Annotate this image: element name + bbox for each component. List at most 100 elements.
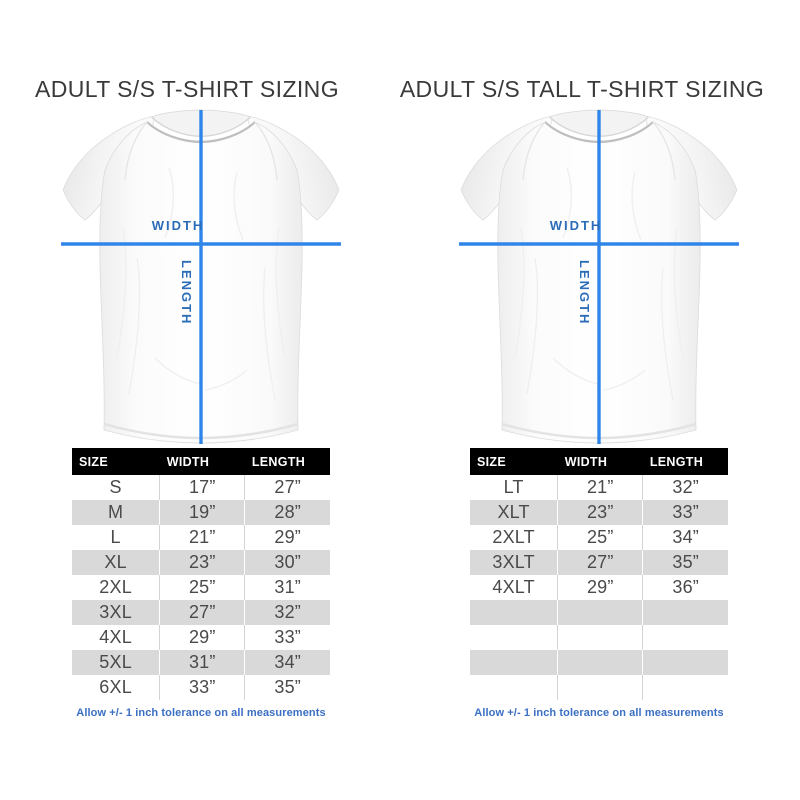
table-row: LT 21” 32” [470,475,728,500]
tshirt-diagram-adult-ss-tall: WIDTH LENGTH [449,108,749,448]
cell-size [470,675,559,700]
table-row: 3XL 27” 32” [72,600,330,625]
size-table-container-adult-ss: SIZE WIDTH LENGTH S 17” 27” M 19” 28” [72,448,330,719]
column-header-size: SIZE [72,448,160,475]
cell-size: 3XLT [470,550,559,575]
column-header-width: WIDTH [557,448,643,475]
table-row: M 19” 28” [72,500,330,525]
cell-length [642,675,728,700]
size-table-container-adult-ss-tall: SIZE WIDTH LENGTH LT 21” 32” XLT 23” 33” [470,448,728,719]
cell-width: 19” [159,500,246,525]
tolerance-note: Allow +/- 1 inch tolerance on all measur… [474,707,724,719]
size-table-adult-ss: SIZE WIDTH LENGTH S 17” 27” M 19” 28” [72,448,330,700]
cell-length: 28” [244,500,330,525]
cell-width: 29” [159,625,246,650]
table-row-empty [470,600,728,625]
width-label: WIDTH [151,218,205,233]
cell-size: 5XL [72,650,161,675]
cell-length [642,600,728,625]
cell-size [470,625,559,650]
cell-size [470,650,559,675]
length-label: LENGTH [577,260,592,326]
cell-size: S [72,475,161,500]
cell-width: 23” [159,550,246,575]
cell-width [557,675,644,700]
cell-width: 31” [159,650,246,675]
cell-width [557,650,644,675]
column-header-width: WIDTH [159,448,245,475]
cell-width: 27” [557,550,644,575]
cell-size [470,600,559,625]
table-body: S 17” 27” M 19” 28” L 21” 29” [72,475,330,700]
table-body: LT 21” 32” XLT 23” 33” 2XLT 25” 34” [470,475,728,700]
cell-size: 2XL [72,575,161,600]
tshirt-illustration [61,109,341,444]
table-row-empty [470,625,728,650]
cell-size: 4XL [72,625,161,650]
table-row: 2XL 25” 31” [72,575,330,600]
cell-size: XL [72,550,161,575]
cell-width [557,600,644,625]
cell-length: 32” [642,475,728,500]
cell-size: 2XLT [470,525,559,550]
column-header-size: SIZE [470,448,558,475]
size-table-adult-ss-tall: SIZE WIDTH LENGTH LT 21” 32” XLT 23” 33” [470,448,728,700]
table-row: 3XLT 27” 35” [470,550,728,575]
cell-size: 3XL [72,600,161,625]
cell-length [642,650,728,675]
tshirt-illustration [459,109,739,444]
cell-width: 21” [159,525,246,550]
cell-size: M [72,500,161,525]
tshirt-diagram-adult-ss: WIDTH LENGTH [51,108,351,448]
chart-title-adult-ss: ADULT S/S T-SHIRT SIZING [35,76,339,102]
cell-size: XLT [470,500,559,525]
cell-width: 17” [159,475,246,500]
cell-size: 6XL [72,675,161,700]
cell-size: L [72,525,161,550]
table-row-empty [470,675,728,700]
cell-length: 35” [244,675,330,700]
cell-width [557,625,644,650]
cell-length: 34” [244,650,330,675]
cell-length: 33” [244,625,330,650]
cell-size: 4XLT [470,575,559,600]
width-label: WIDTH [549,218,603,233]
cell-width: 29” [557,575,644,600]
table-row: 4XL 29” 33” [72,625,330,650]
table-row: L 21” 29” [72,525,330,550]
table-row: S 17” 27” [72,475,330,500]
cell-width: 25” [159,575,246,600]
panel-adult-ss: WIDTH LENGTH SIZE WIDTH LENGTH S 17” [6,108,396,758]
column-header-length: LENGTH [244,448,330,475]
panel-adult-ss-tall: WIDTH LENGTH SIZE WIDTH LENGTH LT 21” [404,108,794,758]
chart-title-adult-ss-tall: ADULT S/S TALL T-SHIRT SIZING [399,76,765,102]
cell-width: 27” [159,600,246,625]
cell-length: 35” [642,550,728,575]
table-row: XLT 23” 33” [470,500,728,525]
titles-row: ADULT S/S T-SHIRT SIZING ADULT S/S TALL … [0,72,800,106]
cell-length: 27” [244,475,330,500]
cell-length: 29” [244,525,330,550]
table-row: 5XL 31” 34” [72,650,330,675]
column-header-length: LENGTH [642,448,728,475]
table-row: 6XL 33” 35” [72,675,330,700]
table-row: XL 23” 30” [72,550,330,575]
cell-length: 31” [244,575,330,600]
cell-length: 34” [642,525,728,550]
cell-width: 33” [159,675,246,700]
cell-length: 33” [642,500,728,525]
table-row: 4XLT 29” 36” [470,575,728,600]
cell-width: 23” [557,500,644,525]
cell-size: LT [470,475,559,500]
table-header-row: SIZE WIDTH LENGTH [72,448,330,475]
cell-length [642,625,728,650]
table-header-row: SIZE WIDTH LENGTH [470,448,728,475]
cell-length: 32” [244,600,330,625]
cell-length: 30” [244,550,330,575]
cell-width: 21” [557,475,644,500]
tolerance-note: Allow +/- 1 inch tolerance on all measur… [76,707,326,719]
cell-width: 25” [557,525,644,550]
length-label: LENGTH [179,260,194,326]
table-row: 2XLT 25” 34” [470,525,728,550]
